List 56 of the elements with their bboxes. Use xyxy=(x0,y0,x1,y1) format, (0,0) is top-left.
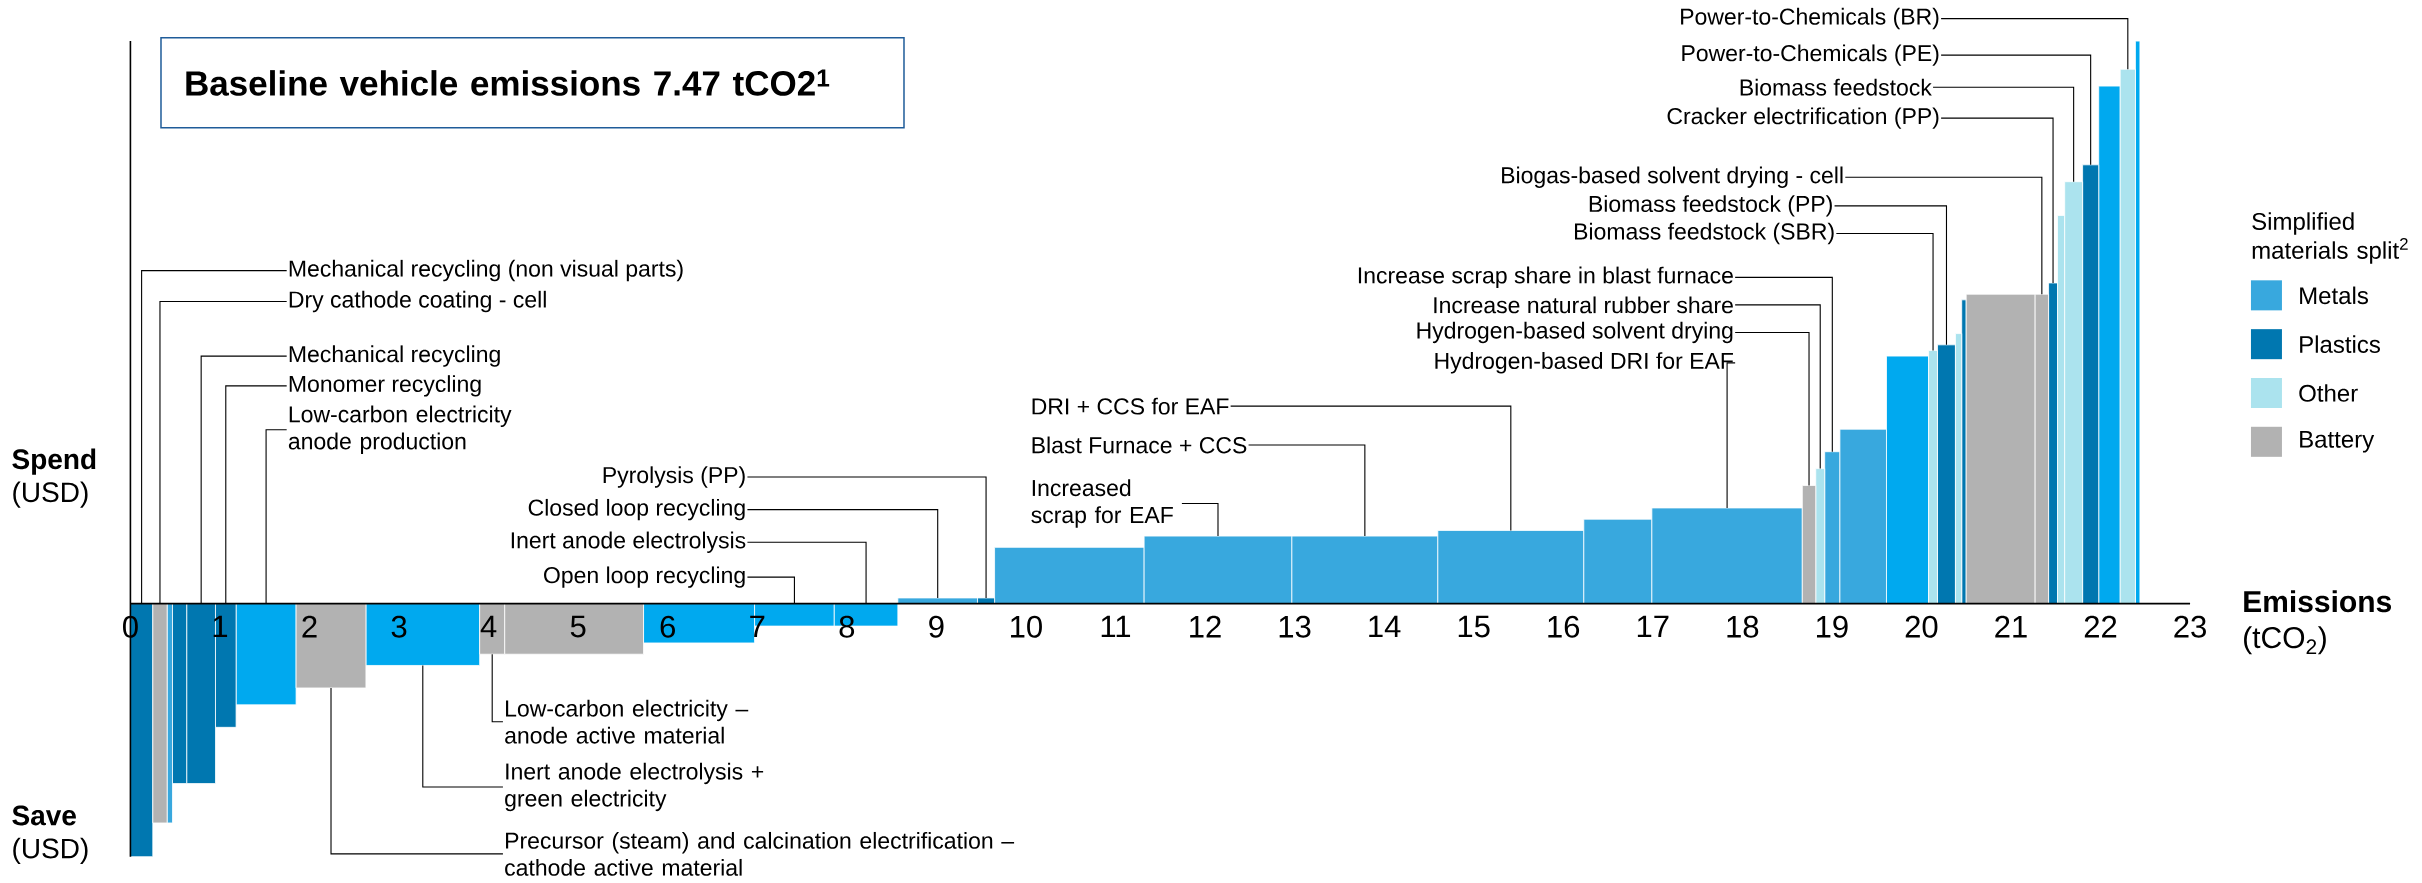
text: Baseline vehicle emissions 7.47 tCO2$^{1}$ xyxy=(186,69,830,96)
annotation: Mechanical recycling (non visual parts) xyxy=(289,259,683,282)
annotation: Inert anode electrolysis + green electricity xyxy=(505,762,764,812)
annotation: Dry cathode coating - cell xyxy=(289,290,546,313)
x-tick-label: 9 xyxy=(929,615,944,638)
x-tick-label: 5 xyxy=(570,615,586,638)
x-tick-label: 2 xyxy=(302,615,317,638)
annotation: Closed loop recycling xyxy=(528,498,745,521)
x-tick-label: 12 xyxy=(1190,615,1221,638)
y-axis-title: Spend (USD) xyxy=(12,448,96,508)
x-axis-title: Emissions (tCO$_{2}$) xyxy=(2244,590,2392,655)
annotation: Power-to-Chemicals (BR) xyxy=(1681,7,1939,30)
x-tick-label: 18 xyxy=(1727,615,1759,638)
x-tick-label: 3 xyxy=(391,615,407,638)
x-tick-label: 16 xyxy=(1548,615,1580,638)
annotation: Biomass feedstock (PP) xyxy=(1589,195,1832,217)
annotation: Increase natural rubber share xyxy=(1434,296,1733,314)
annotation: Biogas-based solvent drying - cell xyxy=(1502,166,1843,188)
x-tick-label: 17 xyxy=(1637,615,1669,638)
annotation: Power-to-Chemicals (PE) xyxy=(1682,44,1939,66)
annotation: Biomass feedstock (SBR) xyxy=(1574,222,1834,245)
annotation: Low-carbon electricity anode production xyxy=(288,405,512,454)
legend-title: Simplified materials split$^{2}$ xyxy=(2252,212,2408,264)
annotation: Precursor (steam) and calcination electrification – cathode active material xyxy=(505,831,1015,876)
x-tick-label: 21 xyxy=(1995,615,2027,638)
x-tick-label: 11 xyxy=(1101,615,1131,638)
annotation: Inert anode electrolysis xyxy=(511,531,746,553)
annotation: Increased scrap for EAF xyxy=(1031,479,1173,528)
legend-label: Battery xyxy=(2300,431,2375,453)
annotation: Hydrogen-based solvent drying xyxy=(1417,321,1733,344)
annotation: Hydrogen-based DRI for EAF xyxy=(1435,352,1733,374)
annotation: Increase scrap share in blast furnace xyxy=(1358,266,1733,289)
text: Save (USD) xyxy=(12,805,88,864)
legend-label: Plastics xyxy=(2300,335,2380,353)
annotation: Monomer recycling xyxy=(289,375,481,397)
x-tick-label: 23 xyxy=(2174,615,2206,638)
annotation: Cracker electrification (PP) xyxy=(1667,107,1939,129)
legend-label: Metals xyxy=(2300,286,2368,305)
legend-label: Other xyxy=(2299,384,2358,402)
x-tick-label: 10 xyxy=(1011,615,1042,638)
annotation: Pyrolysis (PP) xyxy=(603,466,745,488)
x-tick-label: 14 xyxy=(1369,615,1401,638)
x-tick-label: 22 xyxy=(2084,615,2117,638)
x-tick-label: 0 xyxy=(123,615,138,638)
x-tick-label: 20 xyxy=(1905,615,1938,638)
x-tick-label: 4 xyxy=(480,615,497,638)
annotation: Blast Furnace + CCS xyxy=(1032,436,1247,454)
x-tick-label: 6 xyxy=(660,615,675,638)
x-tick-label: 19 xyxy=(1816,615,1848,638)
annotation: Mechanical recycling xyxy=(289,345,500,367)
x-tick-label: 15 xyxy=(1458,615,1490,638)
x-tick-label: 13 xyxy=(1279,615,1311,638)
annotation: Low-carbon electricity – anode active material xyxy=(505,699,749,744)
annotation: Biomass feedstock xyxy=(1740,78,1932,96)
annotation: DRI + CCS for EAF xyxy=(1032,397,1229,415)
annotation: Open loop recycling xyxy=(544,566,745,588)
